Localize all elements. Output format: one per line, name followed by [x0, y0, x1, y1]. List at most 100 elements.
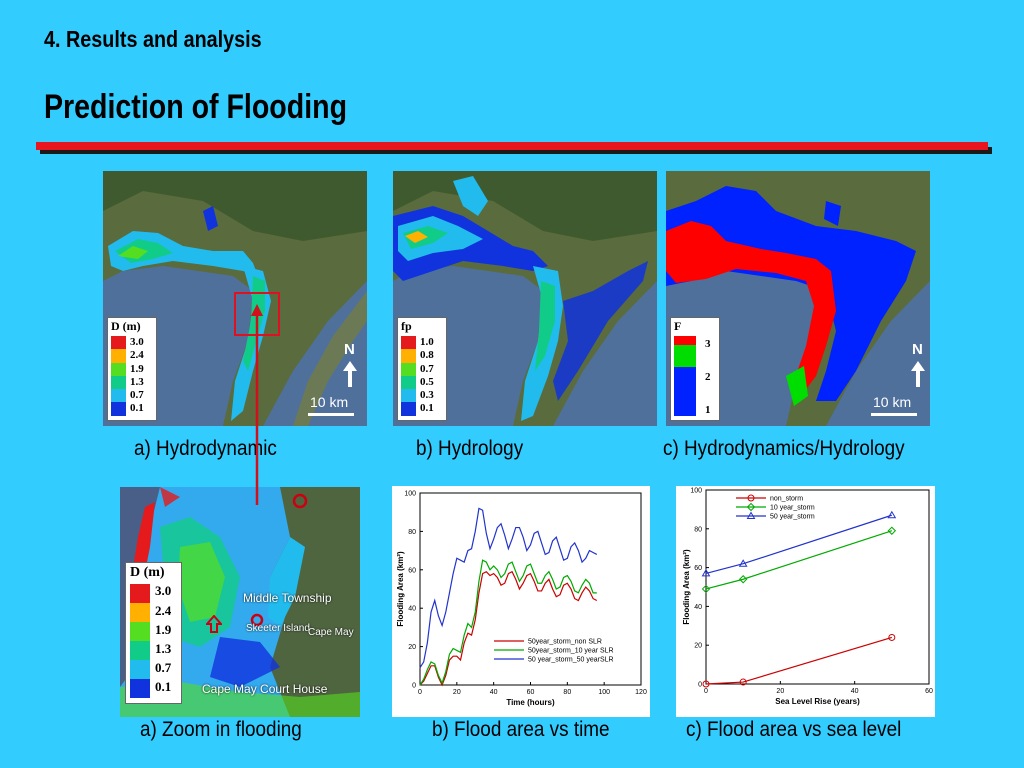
- x-tick-label: 80: [563, 689, 571, 696]
- legend-swatch: [130, 679, 150, 698]
- y-tick-label: 20: [408, 644, 416, 651]
- legend-swatch: [130, 641, 150, 660]
- y-tick-label: 80: [408, 529, 416, 536]
- legend-marker: [747, 494, 755, 502]
- hydrodynamic-caption: a) Hydrodynamic: [134, 437, 277, 460]
- hydrology-legend: fp 1.0 0.8 0.7 0.5 0.3 0.1: [397, 317, 447, 421]
- flood-time-svg: 0 20 40 60 80 100 120 0 20 40 60 80 100 Time (hours) F…: [396, 491, 647, 708]
- flood-time-chart: 0 20 40 60 80 100 120 0 20 40 60 80 100 Time (hours) F…: [392, 486, 650, 717]
- legend-value: 3.0: [130, 336, 144, 348]
- series-line: [705, 530, 893, 590]
- flood-sealevel-svg: 0 20 40 60 0 20 40 60 80 100 Sea Level Rise (years…: [682, 488, 933, 707]
- y-tick-label: 40: [694, 604, 702, 611]
- zoom-connector-arrow: [251, 304, 263, 505]
- y-tick-label: 20: [694, 643, 702, 650]
- y-tick-label: 100: [404, 491, 416, 498]
- scale-bar: [308, 413, 354, 416]
- combined-legend: F 3 2 1: [670, 317, 720, 421]
- zoom-legend-swatches: [130, 584, 150, 698]
- legend-value: 0.1: [130, 402, 144, 414]
- x-tick-label: 0: [418, 689, 422, 696]
- data-point: [738, 559, 748, 567]
- place-label: Cape May Court House: [202, 682, 328, 696]
- x-tick-label: 100: [598, 689, 610, 696]
- north-label: N: [344, 341, 355, 358]
- legend-label: 50 year_storm_50 yearSLR: [528, 657, 614, 664]
- hydrology-legend-swatches: [401, 336, 416, 416]
- legend-swatch: [674, 345, 696, 367]
- legend-swatch: [401, 389, 416, 403]
- legend-swatch: [401, 402, 416, 416]
- legend-swatch: [674, 336, 696, 345]
- series-line: [419, 507, 598, 669]
- data-point: [701, 568, 711, 577]
- place-label: Middle Township: [243, 591, 332, 605]
- x-tick-label: 40: [490, 689, 498, 696]
- combined-legend-swatches: [674, 336, 696, 416]
- depth-legend: D (m) 3.0 2.4 1.9 1.3 0.7 0.1: [107, 317, 157, 421]
- legend-label: 50year_storm_10 year SLR: [528, 648, 614, 655]
- legend-label: non_storm: [770, 496, 803, 503]
- scale-bar: [871, 413, 917, 416]
- x-tick-label: 60: [925, 688, 933, 695]
- zoom-map: D (m) 3.0 2.4 1.9 1.3 0.7 0.1 Middle Tow…: [120, 487, 360, 717]
- depth-legend-title: D (m): [111, 319, 141, 333]
- legend-value: 1.0: [420, 336, 434, 348]
- slide-title: Prediction of Flooding: [44, 88, 348, 126]
- legend-value: 0.8: [420, 349, 434, 361]
- legend-swatch: [111, 375, 126, 390]
- legend-value: 3: [705, 338, 711, 350]
- series-line: [705, 636, 893, 685]
- series-line: [419, 559, 597, 686]
- flood-sealevel-chart: 0 20 40 60 0 20 40 60 80 100 Sea Level Rise (years…: [676, 486, 935, 717]
- plot-frame: [705, 489, 930, 685]
- y-axis-label: Flooding Area (km²): [682, 549, 691, 625]
- hydrology-legend-title: fp: [401, 319, 412, 333]
- legend-swatch: [401, 349, 416, 363]
- y-tick-label: 0: [698, 682, 702, 689]
- hydrology-map: fp 1.0 0.8 0.7 0.5 0.3 0.1: [393, 171, 657, 426]
- data-point: [739, 678, 747, 686]
- legend-value: 1.9: [155, 622, 172, 637]
- x-axis-label: Sea Level Rise (years): [775, 697, 860, 706]
- y-tick-label: 40: [408, 606, 416, 613]
- legend-swatch: [111, 402, 126, 416]
- legend-swatch: [111, 389, 126, 403]
- depth-legend-swatches: [111, 336, 126, 416]
- hydrology-caption: b) Hydrology: [416, 437, 524, 460]
- legend-swatch: [130, 660, 150, 679]
- title-divider: [36, 142, 988, 150]
- x-tick-label: 20: [776, 688, 784, 695]
- legend-swatch: [111, 362, 126, 376]
- x-tick-label: 120: [635, 689, 647, 696]
- legend-value: 0.5: [420, 376, 434, 388]
- flood-time-caption: b) Flood area vs time: [432, 718, 610, 741]
- legend-swatch: [401, 362, 416, 376]
- legend-swatch: [130, 622, 150, 641]
- x-tick-label: 40: [851, 688, 859, 695]
- combined-map: F 3 2 1 N 10 km: [666, 171, 930, 426]
- y-tick-label: 0: [412, 683, 416, 690]
- y-tick-label: 80: [694, 526, 702, 533]
- place-label: Cape May: [308, 627, 354, 638]
- legend-swatch: [130, 603, 150, 622]
- place-label: Skeeter Island: [246, 623, 310, 634]
- legend-label: 10 year_storm: [770, 505, 815, 512]
- zoom-caption: a) Zoom in flooding: [140, 718, 302, 741]
- y-tick-label: 100: [690, 488, 702, 495]
- x-tick-label: 0: [704, 688, 708, 695]
- data-point: [888, 633, 896, 641]
- legend-swatch: [401, 336, 416, 350]
- legend-value: 3.0: [155, 583, 172, 598]
- data-point: [701, 584, 711, 594]
- hydrodynamic-map: D (m) 3.0 2.4 1.9 1.3 0.7 0.1 N 10 km: [103, 171, 367, 426]
- title-bar-shadow: [40, 147, 992, 154]
- scale-label: 10 km: [310, 394, 349, 410]
- section-title: 4. Results and analysis: [44, 26, 262, 52]
- legend-value: 0.7: [420, 363, 434, 375]
- combined-legend-title: F: [674, 319, 682, 333]
- data-point: [887, 526, 897, 535]
- legend-value: 0.7: [130, 389, 144, 401]
- legend-swatch: [111, 336, 126, 350]
- legend-value: 2.4: [155, 603, 172, 618]
